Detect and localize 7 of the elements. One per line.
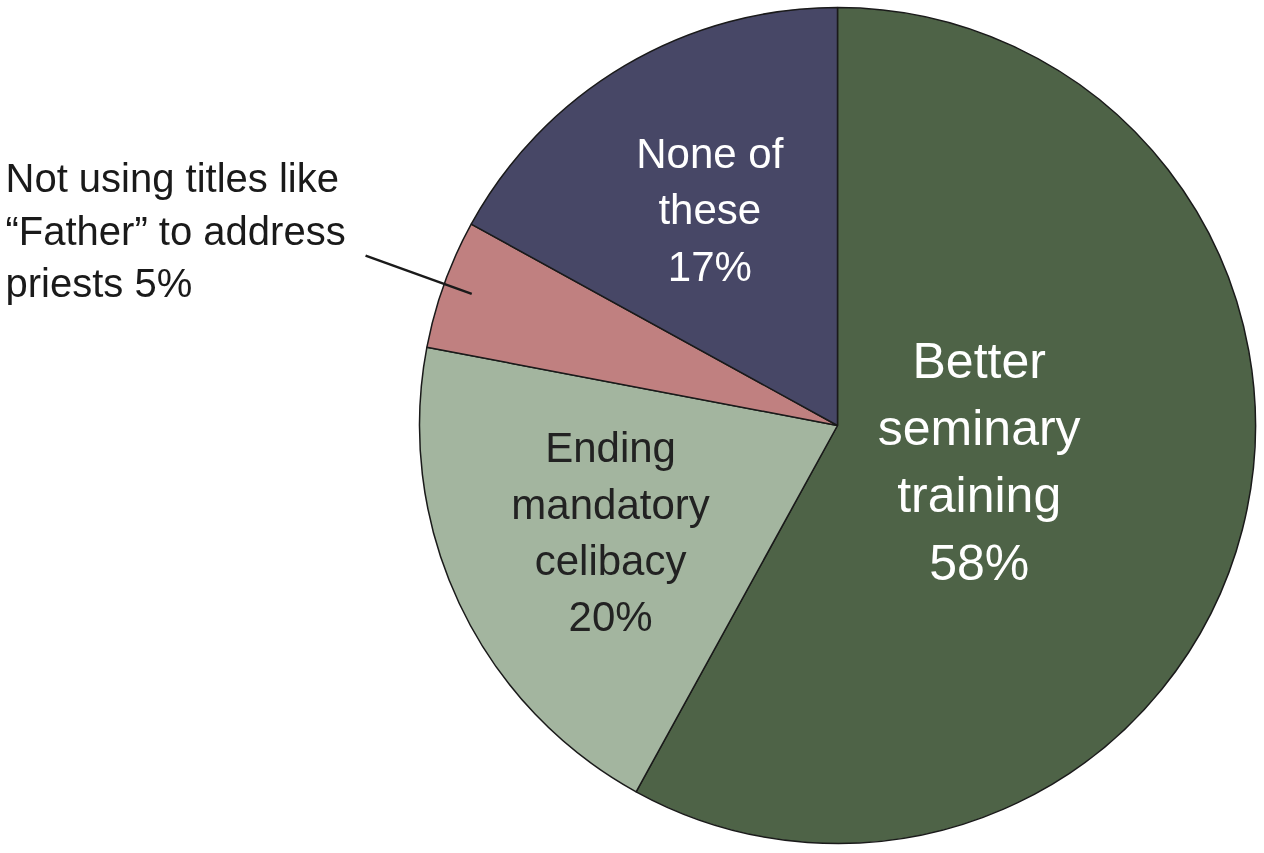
slice-label: Better seminary training	[877, 333, 1081, 524]
slice-label: Not using titles like “Father” to address priests 5%	[5, 155, 346, 306]
data-label: 20%	[568, 593, 653, 641]
slice-label: Ending mandatory celibacy	[511, 424, 710, 584]
slice-label: None of these	[636, 129, 784, 234]
data-label: 17%	[667, 242, 752, 290]
data-label: 58%	[929, 534, 1030, 591]
